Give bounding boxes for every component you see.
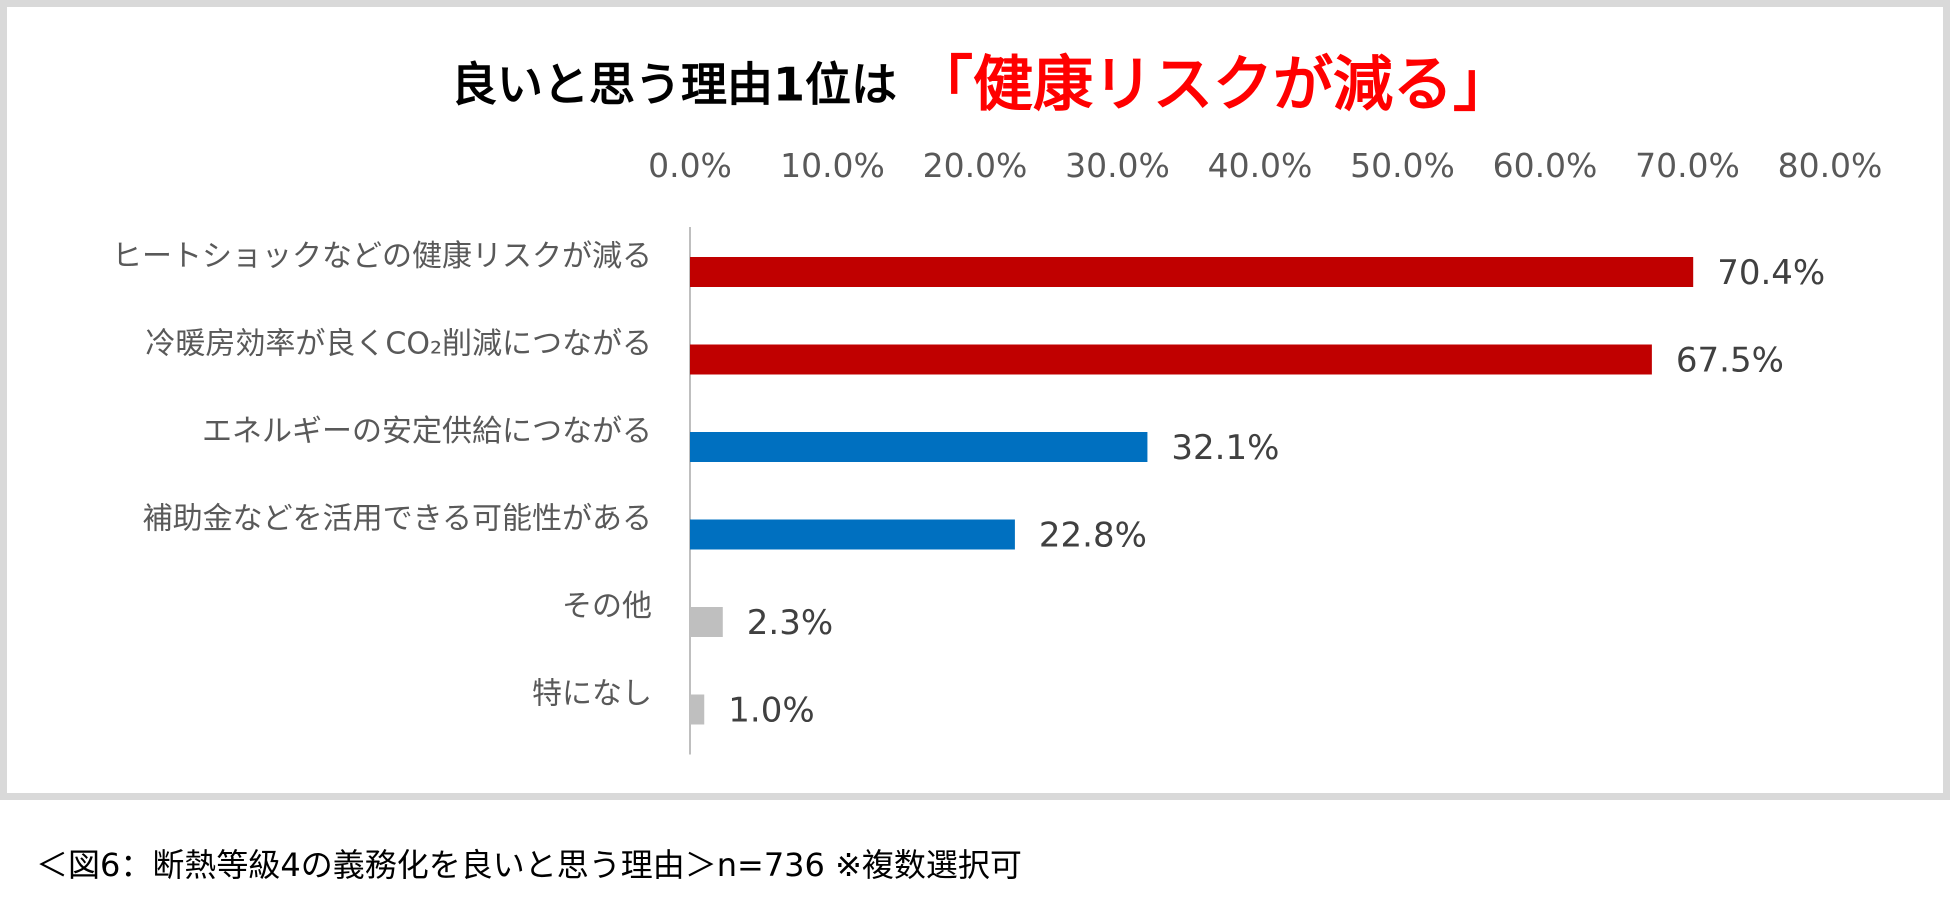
category-labels: ヒートショックなどの健康リスクが減る冷暖房効率が良くCO₂削減につながるエネルギ…: [112, 239, 652, 712]
x-tick-label: 80.0%: [1778, 146, 1883, 185]
chart-frame: 良いと思う理由1位は 「健康リスクが減る」: [0, 0, 1950, 800]
data-label: 1.0%: [728, 691, 814, 731]
data-label: 32.1%: [1171, 428, 1279, 468]
data-label: 67.5%: [1676, 341, 1784, 381]
data-labels: 70.4% 67.5% 32.1% 22.8% 2.3% 1.0%: [728, 253, 1825, 731]
figure-caption: ＜図6：断熱等級4の義務化を良いと思う理由＞n=736 ※複数選択可: [36, 846, 1022, 884]
category-label: 補助金などを活用できる可能性がある: [143, 502, 652, 537]
data-label: 70.4%: [1717, 253, 1825, 293]
bar: [690, 607, 723, 637]
chart-title-main: 良いと思う理由1位は: [450, 57, 897, 112]
data-label: 22.8%: [1039, 516, 1147, 556]
x-tick-label: 30.0%: [1065, 146, 1170, 185]
bars: [690, 257, 1694, 725]
bar: [690, 694, 705, 725]
chart-title: 良いと思う理由1位は 「健康リスクが減る」: [7, 41, 1950, 125]
category-label: ヒートショックなどの健康リスクが減る: [112, 239, 652, 274]
data-label: 2.3%: [747, 603, 833, 643]
bar: [690, 257, 1694, 287]
category-label: 冷暖房効率が良くCO₂削減につながる: [145, 327, 652, 362]
bar-chart: 0.0% 10.0% 20.0% 30.0% 40.0% 50.0% 60.0% 70.0% 8…: [112, 146, 1882, 755]
x-tick-label: 0.0%: [648, 146, 732, 185]
x-tick-label: 40.0%: [1208, 146, 1313, 185]
category-label: エネルギーの安定供給につながる: [202, 414, 652, 449]
x-tick-label: 70.0%: [1635, 146, 1740, 185]
chart-title-highlight: 「健康リスクが減る」: [913, 49, 1513, 120]
x-axis-ticks: 0.0% 10.0% 20.0% 30.0% 40.0% 50.0% 60.0% 70.0% 8…: [648, 146, 1882, 185]
x-tick-label: 50.0%: [1350, 146, 1455, 185]
bar: [690, 432, 1148, 462]
x-tick-label: 20.0%: [923, 146, 1028, 185]
x-tick-label: 10.0%: [780, 146, 885, 185]
bar: [690, 344, 1652, 375]
category-label: 特になし: [532, 677, 652, 712]
x-tick-label: 60.0%: [1493, 146, 1598, 185]
category-label: その他: [562, 589, 652, 624]
bar: [690, 519, 1015, 550]
